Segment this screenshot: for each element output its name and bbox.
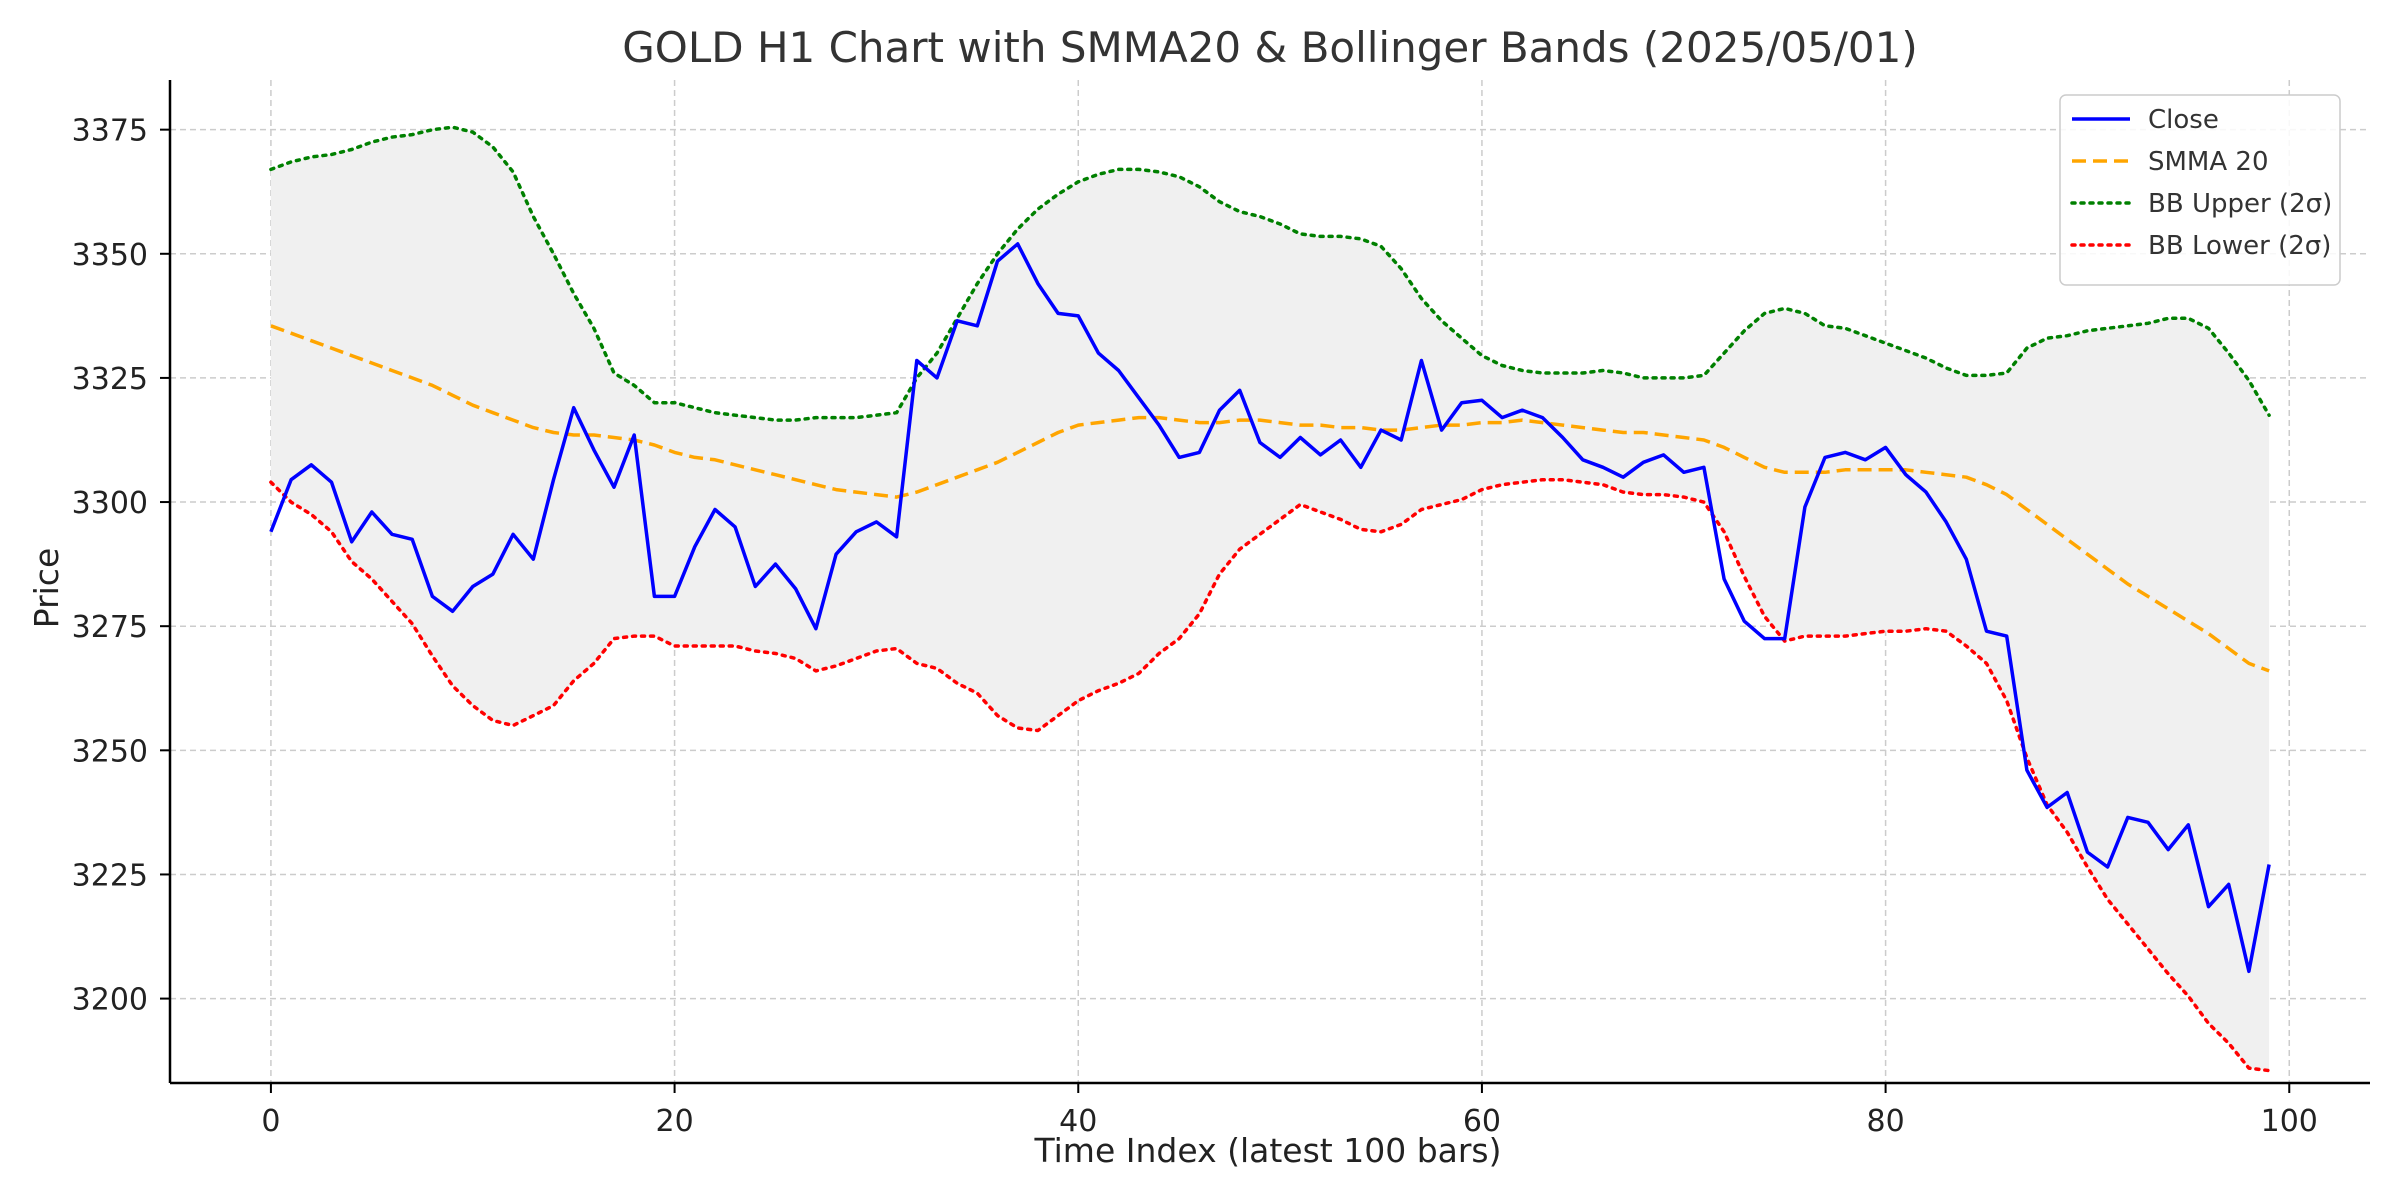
axes: 0 20 40 60 80 100 3200 3225 3250 3275 3300 3325 3350… bbox=[72, 80, 2370, 1139]
bollinger-band-fill bbox=[270, 127, 2270, 1071]
x-axis-label: Time Index (latest 100 bars) bbox=[1034, 1131, 1502, 1170]
legend-label: SMMA 20 bbox=[2148, 147, 2269, 177]
y-axis-label: Price bbox=[27, 548, 66, 629]
y-tick-label: 3300 bbox=[72, 486, 148, 521]
y-tick-label: 3250 bbox=[72, 734, 148, 769]
chart-title: GOLD H1 Chart with SMMA20 & Bollinger Ba… bbox=[622, 23, 1918, 72]
series-line-smma-20 bbox=[270, 324, 2270, 673]
x-tick-label: 20 bbox=[655, 1104, 693, 1139]
y-tick-label: 3200 bbox=[72, 983, 148, 1018]
series-line-bb-upper-2 bbox=[269, 125, 2271, 422]
y-tick-label: 3350 bbox=[72, 238, 148, 273]
y-tick-label: 3225 bbox=[72, 858, 148, 893]
x-tick-label: 60 bbox=[1463, 1104, 1501, 1139]
x-tick-label: 100 bbox=[2261, 1104, 2318, 1139]
band-area bbox=[270, 127, 2270, 1071]
legend: Close SMMA 20 BB Upper (2σ) BB Lower (2σ) bbox=[2059, 94, 2341, 286]
x-tick-label: 80 bbox=[1867, 1104, 1905, 1139]
legend-label: BB Upper (2σ) bbox=[2148, 189, 2332, 219]
series-lines bbox=[269, 125, 2271, 1073]
series-line-close bbox=[269, 242, 2271, 974]
y-tick-label: 3275 bbox=[72, 610, 148, 645]
legend-label: BB Lower (2σ) bbox=[2148, 231, 2331, 261]
legend-box bbox=[2059, 94, 2341, 286]
x-tick-label: 0 bbox=[261, 1104, 280, 1139]
legend-label: Close bbox=[2148, 105, 2219, 135]
y-tick-label: 3375 bbox=[72, 114, 148, 149]
series-line-bb-lower-2 bbox=[269, 477, 2271, 1073]
y-tick-label: 3325 bbox=[72, 362, 148, 397]
x-tick-label: 40 bbox=[1059, 1104, 1097, 1139]
